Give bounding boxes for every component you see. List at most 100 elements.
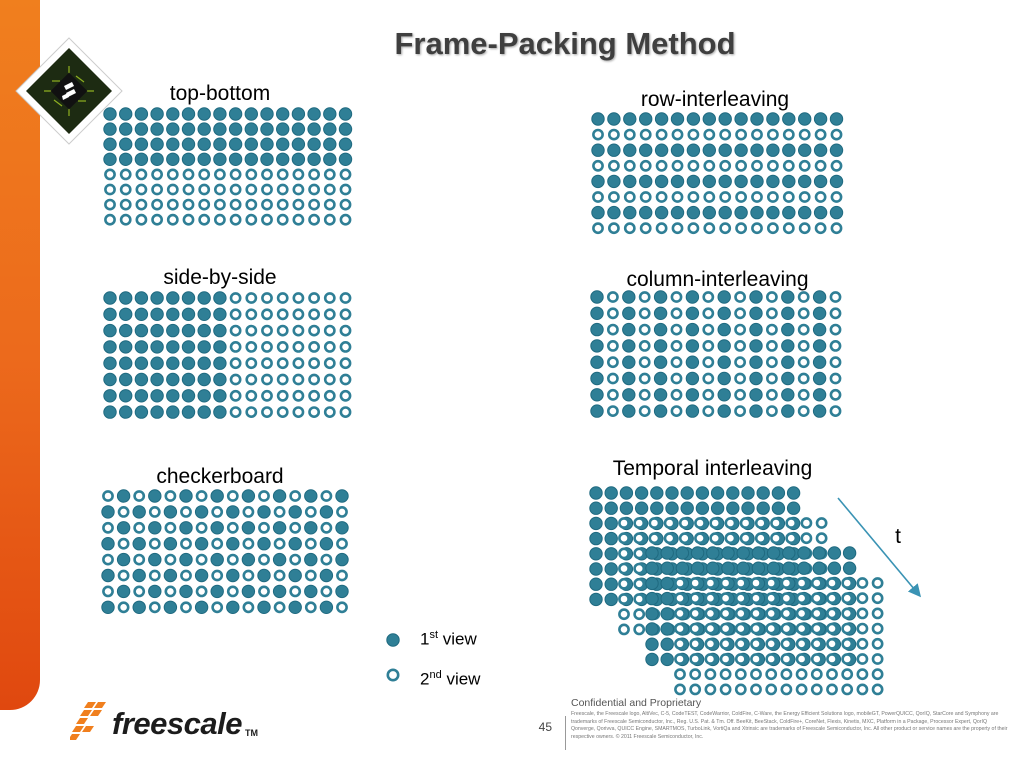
top-bottom-second-view-dot bbox=[229, 198, 242, 211]
column-interleaving-second-view-dot bbox=[797, 307, 810, 320]
temporal-second-view-dot bbox=[810, 592, 823, 605]
top-bottom-first-view-dot bbox=[103, 107, 117, 121]
column-interleaving-first-view-dot bbox=[749, 306, 763, 320]
temporal-second-view-dot bbox=[618, 593, 630, 605]
checkerboard-first-view-dot bbox=[101, 537, 115, 551]
temporal-second-view-dot bbox=[780, 637, 793, 650]
side-by-side-second-view-dot bbox=[261, 292, 273, 304]
checkerboard-second-view-dot bbox=[180, 601, 192, 614]
checkerboard-first-view-dot bbox=[335, 521, 349, 535]
top-bottom-first-view-dot bbox=[307, 122, 321, 136]
top-bottom-second-view-dot bbox=[245, 168, 258, 181]
checkerboard-first-view-dot bbox=[272, 489, 287, 503]
column-interleaving-first-view-dot bbox=[812, 306, 827, 320]
top-bottom-first-view-dot bbox=[276, 152, 290, 167]
checkerboard-second-view-dot bbox=[273, 601, 286, 614]
temporal-second-view-dot bbox=[765, 668, 778, 681]
top-bottom-second-view-dot bbox=[261, 198, 273, 211]
column-interleaving-first-view-dot bbox=[781, 371, 795, 386]
row-interleaving-second-view-dot bbox=[814, 222, 827, 235]
temporal-second-view-dot bbox=[810, 637, 823, 650]
side-by-side-first-view-dot bbox=[213, 340, 227, 354]
temporal-second-view-dot bbox=[800, 532, 813, 545]
column-interleaving-first-view-dot bbox=[781, 404, 795, 418]
row-interleaving-second-view-dot bbox=[735, 191, 747, 203]
temporal-second-view-dot bbox=[734, 653, 747, 665]
column-interleaving-second-view-dot bbox=[797, 372, 810, 385]
column-interleaving-second-view-dot bbox=[829, 372, 842, 385]
checkerboard-first-view-dot bbox=[319, 568, 334, 583]
top-bottom-first-view-dot bbox=[307, 137, 321, 151]
top-bottom-second-view-dot bbox=[198, 183, 211, 196]
side-by-side-second-view-dot bbox=[292, 406, 305, 418]
row-interleaving-first-view-dot bbox=[718, 174, 732, 189]
column-interleaving-second-view-dot bbox=[702, 323, 715, 336]
top-bottom-first-view-dot bbox=[276, 122, 290, 136]
temporal-second-view-dot bbox=[780, 592, 793, 605]
side-by-side-second-view-dot bbox=[229, 406, 242, 418]
checkerboard-first-view-dot bbox=[272, 552, 287, 567]
column-interleaving-first-view-dot bbox=[812, 339, 827, 353]
side-by-side-second-view-dot bbox=[308, 340, 320, 353]
row-interleaving-label: row-interleaving bbox=[640, 88, 790, 111]
checkerboard-second-view-dot bbox=[211, 505, 224, 518]
top-bottom-second-view-dot bbox=[104, 183, 116, 196]
row-interleaving-second-view-dot bbox=[751, 222, 763, 235]
column-interleaving-first-view-dot bbox=[717, 306, 731, 320]
temporal-first-view-dot bbox=[660, 622, 674, 636]
temporal-second-view-dot bbox=[826, 637, 838, 650]
temporal-second-view-dot bbox=[841, 668, 854, 681]
checkerboard-first-view-dot bbox=[210, 521, 224, 535]
top-bottom-first-view-dot bbox=[166, 107, 180, 121]
column-interleaving-second-view-dot bbox=[829, 388, 842, 401]
side-by-side-second-view-dot bbox=[292, 357, 305, 370]
temporal-second-view-dot bbox=[678, 532, 691, 545]
column-interleaving-first-view-dot bbox=[653, 322, 668, 337]
side-by-side-second-view-dot bbox=[308, 389, 320, 402]
side-by-side-first-view-dot bbox=[166, 323, 180, 338]
checkerboard-second-view-dot bbox=[226, 521, 239, 534]
temporal-second-view-dot bbox=[795, 592, 808, 605]
side-by-side-second-view-dot bbox=[245, 373, 258, 386]
side-by-side-second-view-dot bbox=[308, 292, 320, 304]
column-interleaving-second-view-dot bbox=[766, 372, 778, 385]
column-interleaving-first-view-dot bbox=[622, 388, 636, 402]
column-interleaving-first-view-dot bbox=[622, 339, 636, 353]
column-interleaving-first-view-dot bbox=[653, 404, 668, 418]
row-interleaving-second-view-dot bbox=[719, 159, 732, 172]
column-interleaving-second-view-dot bbox=[797, 323, 810, 336]
temporal-first-view-dot bbox=[645, 652, 659, 667]
top-bottom-second-view-dot bbox=[276, 183, 289, 196]
top-bottom-second-view-dot bbox=[151, 168, 163, 181]
temporal-second-view-dot bbox=[785, 517, 798, 529]
row-interleaving-first-view-dot bbox=[702, 174, 716, 189]
temporal-second-view-dot bbox=[841, 683, 854, 696]
temporal-second-view-dot bbox=[734, 683, 747, 696]
top-bottom-second-view-dot bbox=[119, 183, 132, 196]
column-interleaving-second-view-dot bbox=[829, 356, 842, 369]
row-interleaving-first-view-dot bbox=[718, 112, 732, 126]
first-view-number: 1 bbox=[420, 629, 430, 649]
top-bottom-second-view-dot bbox=[213, 198, 226, 211]
top-bottom-first-view-dot bbox=[244, 107, 259, 121]
checkerboard-first-view-dot bbox=[132, 505, 146, 519]
temporal-first-view-dot bbox=[665, 486, 679, 500]
side-by-side-first-view-dot bbox=[119, 372, 133, 387]
temporal-first-view-dot bbox=[589, 547, 603, 561]
column-interleaving-second-view-dot bbox=[638, 291, 651, 303]
temporal-second-view-dot bbox=[780, 653, 793, 665]
top-bottom-first-view-dot bbox=[213, 137, 227, 151]
checkerboard-second-view-dot bbox=[117, 537, 130, 550]
row-interleaving-second-view-dot bbox=[814, 159, 827, 172]
side-by-side-first-view-dot bbox=[213, 405, 227, 419]
top-bottom-first-view-dot bbox=[307, 152, 321, 167]
temporal-first-view-dot bbox=[741, 486, 755, 500]
temporal-second-view-dot bbox=[618, 577, 630, 590]
top-bottom-second-view-dot bbox=[135, 183, 148, 196]
temporal-first-view-dot bbox=[721, 546, 735, 560]
temporal-first-view-dot bbox=[645, 546, 659, 560]
checkerboard-first-view-dot bbox=[288, 537, 302, 551]
top-bottom-second-view-dot bbox=[119, 198, 132, 211]
side-by-side-first-view-dot bbox=[150, 340, 164, 354]
checkerboard-second-view-dot bbox=[195, 490, 208, 502]
